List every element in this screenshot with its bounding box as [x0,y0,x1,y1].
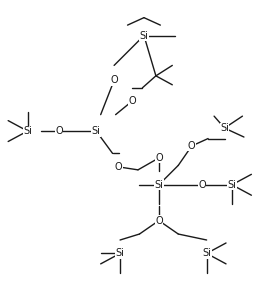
Text: Si: Si [202,249,211,259]
Text: Si: Si [23,126,32,136]
Text: Si: Si [116,249,124,259]
Text: O: O [110,75,118,85]
Text: Si: Si [140,31,148,41]
Text: Si: Si [154,180,163,190]
Text: Si: Si [92,126,101,136]
Text: O: O [155,153,163,163]
Text: O: O [115,162,122,172]
Text: Si: Si [228,180,237,190]
Text: O: O [55,126,63,136]
Text: O: O [198,180,206,190]
Text: Si: Si [220,123,229,133]
Text: O: O [155,216,163,226]
Text: O: O [188,141,195,151]
Text: O: O [128,96,136,106]
